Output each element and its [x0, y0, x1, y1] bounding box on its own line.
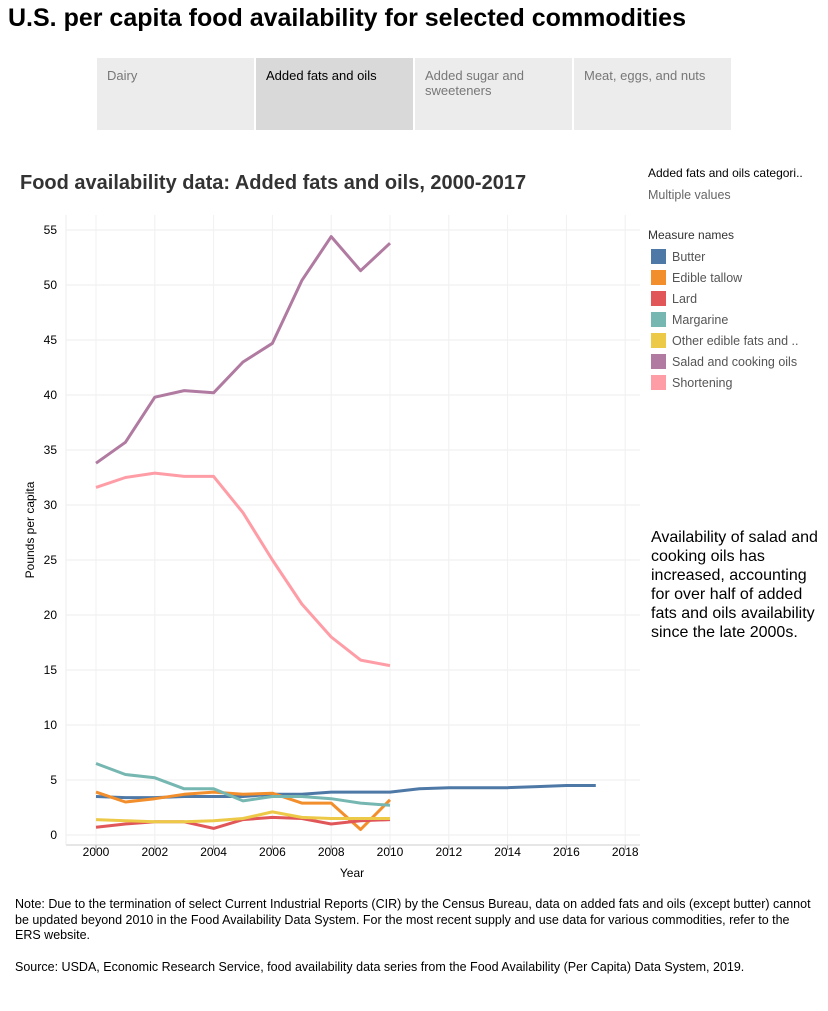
legend-title: Measure names: [648, 228, 735, 242]
legend-label: Lard: [672, 291, 698, 306]
y-tick-label: 55: [44, 223, 58, 237]
y-tick-label: 45: [44, 333, 58, 347]
x-tick-label: 2006: [259, 845, 286, 859]
x-tick-label: 2016: [553, 845, 580, 859]
legend-label: Margarine: [672, 312, 729, 327]
y-tick-label: 30: [44, 498, 58, 512]
tab-meat-eggs-nuts[interactable]: Meat, eggs, and nuts: [574, 58, 731, 130]
legend-item[interactable]: Butter: [651, 246, 798, 267]
legend-label: Butter: [672, 249, 706, 264]
series-line-other-edible-fats-and-: [95, 810, 390, 824]
legend-label: Salad and cooking oils: [672, 354, 798, 369]
legend-swatch: [651, 270, 666, 285]
legend-swatch: [651, 249, 666, 264]
legend-label: Shortening: [672, 375, 733, 390]
y-tick-label: 10: [44, 718, 58, 732]
legend-item[interactable]: Edible tallow: [651, 267, 798, 288]
x-tick-label: 2004: [200, 845, 227, 859]
x-axis-label: Year: [340, 866, 364, 880]
y-tick-label: 40: [44, 388, 58, 402]
y-tick-label: 20: [44, 608, 58, 622]
legend-item[interactable]: Shortening: [651, 372, 798, 393]
legend-swatch: [651, 312, 666, 327]
x-tick-label: 2014: [494, 845, 521, 859]
y-tick-label: 5: [50, 773, 57, 787]
legend-swatch: [651, 354, 666, 369]
tab-added-fats-and-oils[interactable]: Added fats and oils: [256, 58, 413, 130]
series-line-margarine: [95, 762, 391, 807]
series-line-butter: [95, 784, 596, 800]
filter-dropdown[interactable]: Multiple values: [648, 188, 731, 202]
legend-label: Edible tallow: [672, 270, 743, 285]
x-tick-label: 2012: [435, 845, 462, 859]
series-line-edible-tallow: [95, 790, 392, 831]
annotation: Availability of salad and cooking oils h…: [651, 529, 818, 641]
x-tick-label: 2018: [612, 845, 639, 859]
x-tick-label: 2002: [141, 845, 168, 859]
source: Source: USDA, Economic Research Service,…: [15, 960, 745, 974]
legend: Butter Edible tallow Lard Margarine Other ed…: [651, 246, 798, 393]
legend-item[interactable]: Lard: [651, 288, 798, 309]
legend-item[interactable]: Salad and cooking oils: [651, 351, 798, 372]
series-line-salad-and-cooking-oils: [95, 235, 392, 465]
legend-item[interactable]: Other edible fats and ..: [651, 330, 798, 351]
filter-label: Added fats and oils categori..: [648, 166, 803, 180]
legend-label: Other edible fats and ..: [672, 333, 799, 348]
legend-swatch: [651, 333, 666, 348]
legend-swatch: [651, 291, 666, 306]
tab-added-sugar[interactable]: Added sugar and sweeteners: [415, 58, 572, 130]
tab-bar: Dairy Added fats and oils Added sugar an…: [97, 58, 731, 130]
y-tick-label: 50: [44, 278, 58, 292]
y-tick-label: 35: [44, 443, 58, 457]
y-axis-label: Pounds per capita: [23, 481, 37, 578]
y-tick-label: 25: [44, 553, 58, 567]
series-line-shortening: [95, 471, 391, 668]
x-tick-label: 2010: [377, 845, 404, 859]
x-tick-label: 2008: [318, 845, 345, 859]
y-tick-label: 15: [44, 663, 58, 677]
tab-dairy[interactable]: Dairy: [97, 58, 254, 130]
legend-swatch: [651, 375, 666, 390]
page-title: U.S. per capita food availability for se…: [8, 4, 686, 32]
x-tick-label: 2000: [83, 845, 110, 859]
chart-title: Food availability data: Added fats and o…: [20, 172, 527, 194]
y-tick-label: 0: [50, 828, 57, 842]
legend-item[interactable]: Margarine: [651, 309, 798, 330]
footnote: Note: Due to the termination of select C…: [15, 897, 811, 942]
